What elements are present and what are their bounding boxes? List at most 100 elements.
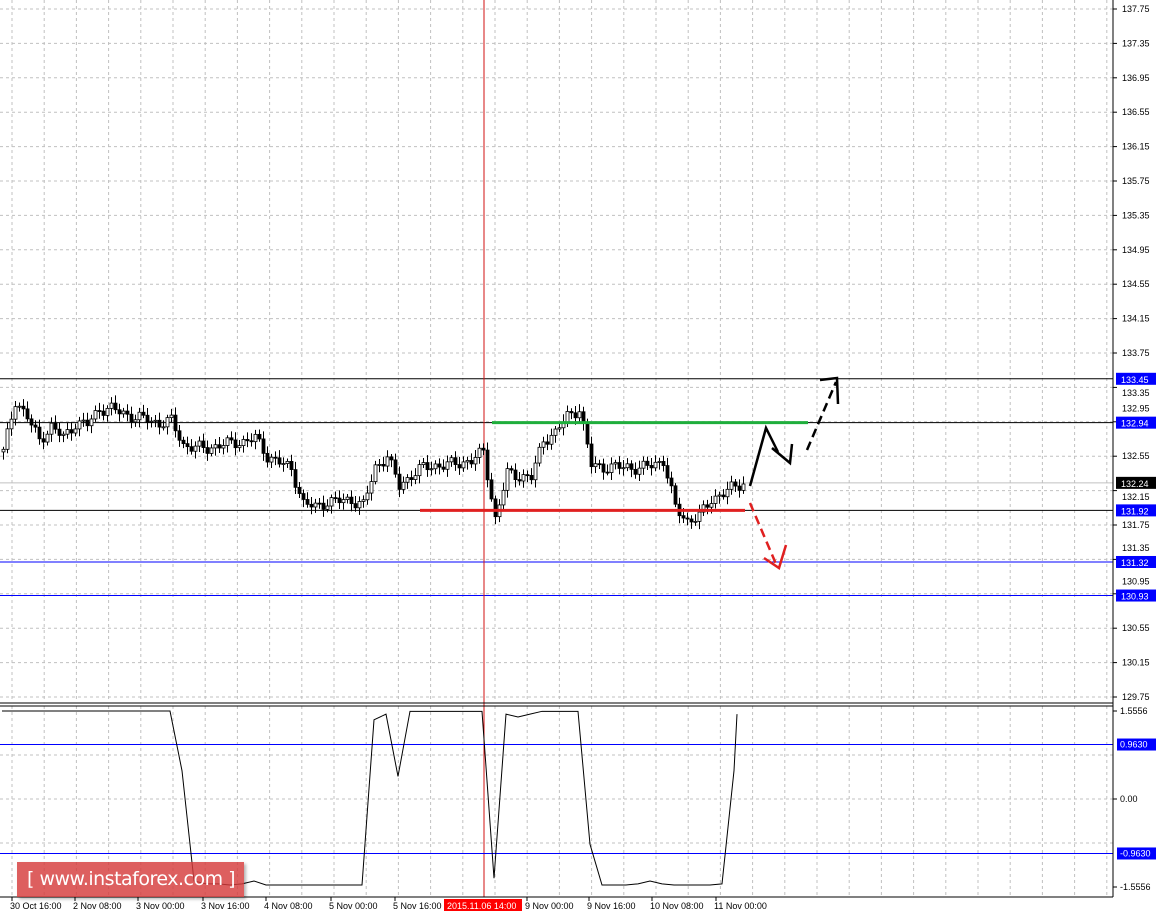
candle-body — [577, 411, 582, 419]
time-tick-label: 9 Nov 16:00 — [587, 901, 636, 911]
candle-body — [9, 418, 14, 430]
candle-body — [353, 503, 358, 509]
candle-body — [541, 441, 546, 448]
candle-body — [617, 462, 622, 469]
price-tick-label: 135.35 — [1122, 210, 1150, 220]
candle-body — [445, 461, 450, 470]
time-tick-label: 3 Nov 16:00 — [201, 901, 250, 911]
candle-body — [701, 504, 706, 513]
price-tick-label: 130.95 — [1122, 577, 1150, 587]
time-tick-label: 5 Nov 16:00 — [393, 901, 442, 911]
candle-body — [377, 464, 382, 466]
price-tick-label: 133.35 — [1122, 388, 1150, 398]
price-level-badge — [1116, 416, 1156, 429]
oscillator-level-badge — [1117, 738, 1156, 751]
candle-body — [141, 411, 146, 416]
candle-body — [689, 518, 694, 523]
candle-body — [717, 494, 722, 497]
candle-body — [225, 437, 230, 446]
time-tick-label: 11 Nov 00:00 — [714, 901, 767, 911]
candle-body — [125, 410, 130, 415]
candle-body — [425, 462, 430, 471]
price-tick-label: 136.95 — [1122, 73, 1150, 83]
candle-body — [673, 485, 678, 505]
candle-body — [121, 410, 126, 415]
candle-body — [517, 479, 522, 482]
price-level-badge — [1116, 372, 1156, 385]
candle-body — [741, 483, 746, 491]
candle-body — [549, 434, 554, 445]
price-level-label: 130.93 — [1121, 592, 1149, 602]
candle-body — [337, 497, 342, 504]
candle-body — [69, 429, 74, 434]
candle-body — [101, 410, 106, 416]
candle-body — [441, 466, 446, 470]
candle-body — [41, 438, 46, 443]
candle-body — [645, 460, 650, 466]
candle-body — [477, 447, 482, 458]
candle-body — [469, 460, 474, 465]
candle-body — [369, 481, 374, 494]
candle-body — [173, 414, 178, 432]
price-tick-label: 137.75 — [1122, 4, 1150, 14]
candle-body — [565, 411, 570, 423]
candle-body — [641, 460, 646, 469]
price-tick-label: 129.75 — [1122, 692, 1150, 702]
candle-body — [513, 469, 518, 481]
candle-body — [289, 460, 294, 470]
current-price-badge — [1116, 476, 1156, 489]
time-tick-label: 4 Nov 08:00 — [264, 901, 313, 911]
candle-body — [681, 515, 686, 519]
candle-body — [241, 439, 246, 446]
candle-body — [21, 405, 26, 410]
price-level-label: 131.32 — [1121, 558, 1149, 568]
candle-body — [341, 499, 346, 504]
candle-body — [301, 493, 306, 500]
candle-body — [161, 426, 166, 429]
candle-body — [261, 438, 266, 454]
forecast-arrowhead-icon — [771, 443, 794, 466]
candle-body — [593, 463, 598, 468]
candle-body — [329, 497, 334, 507]
candle-body — [361, 499, 366, 502]
time-tick-label: 9 Nov 00:00 — [525, 901, 574, 911]
candle-body — [557, 427, 562, 430]
candle-body — [733, 481, 738, 487]
candle-body — [465, 460, 470, 463]
candle-body — [145, 414, 150, 423]
candle-body — [481, 447, 486, 451]
time-tick-label: 5 Nov 00:00 — [329, 901, 378, 911]
oscillator-level-label: -0.9630 — [1120, 848, 1151, 858]
candle-body — [109, 402, 114, 409]
candle-body — [193, 445, 198, 452]
candle-body — [709, 503, 714, 508]
candle-body — [365, 492, 370, 501]
forecast-up-arrowhead-icon — [819, 376, 840, 405]
candle-body — [449, 457, 454, 463]
candle-body — [545, 441, 550, 445]
price-level-label: 132.94 — [1121, 419, 1149, 429]
candle-body — [521, 474, 526, 482]
candle-body — [285, 460, 290, 464]
candle-body — [421, 462, 426, 466]
price-tick-label: 133.75 — [1122, 348, 1150, 358]
candle-body — [169, 414, 174, 419]
candle-body — [249, 440, 254, 443]
candles — [1, 395, 746, 530]
candle-body — [401, 481, 406, 490]
candle-body — [189, 446, 194, 452]
oscillator-tick-label: -1.5556 — [1120, 882, 1151, 892]
forecast-down-arrowhead-icon — [763, 544, 788, 570]
candle-body — [61, 433, 66, 436]
candle-body — [613, 462, 618, 465]
candle-body — [429, 468, 434, 471]
price-tick-label: 132.55 — [1122, 451, 1150, 461]
candle-body — [405, 477, 410, 483]
price-tick-label: 134.95 — [1122, 245, 1150, 255]
price-level-badge — [1116, 555, 1156, 568]
candle-body — [685, 517, 690, 520]
candle-body — [373, 464, 378, 482]
candle-body — [181, 439, 186, 445]
candle-body — [729, 481, 734, 490]
